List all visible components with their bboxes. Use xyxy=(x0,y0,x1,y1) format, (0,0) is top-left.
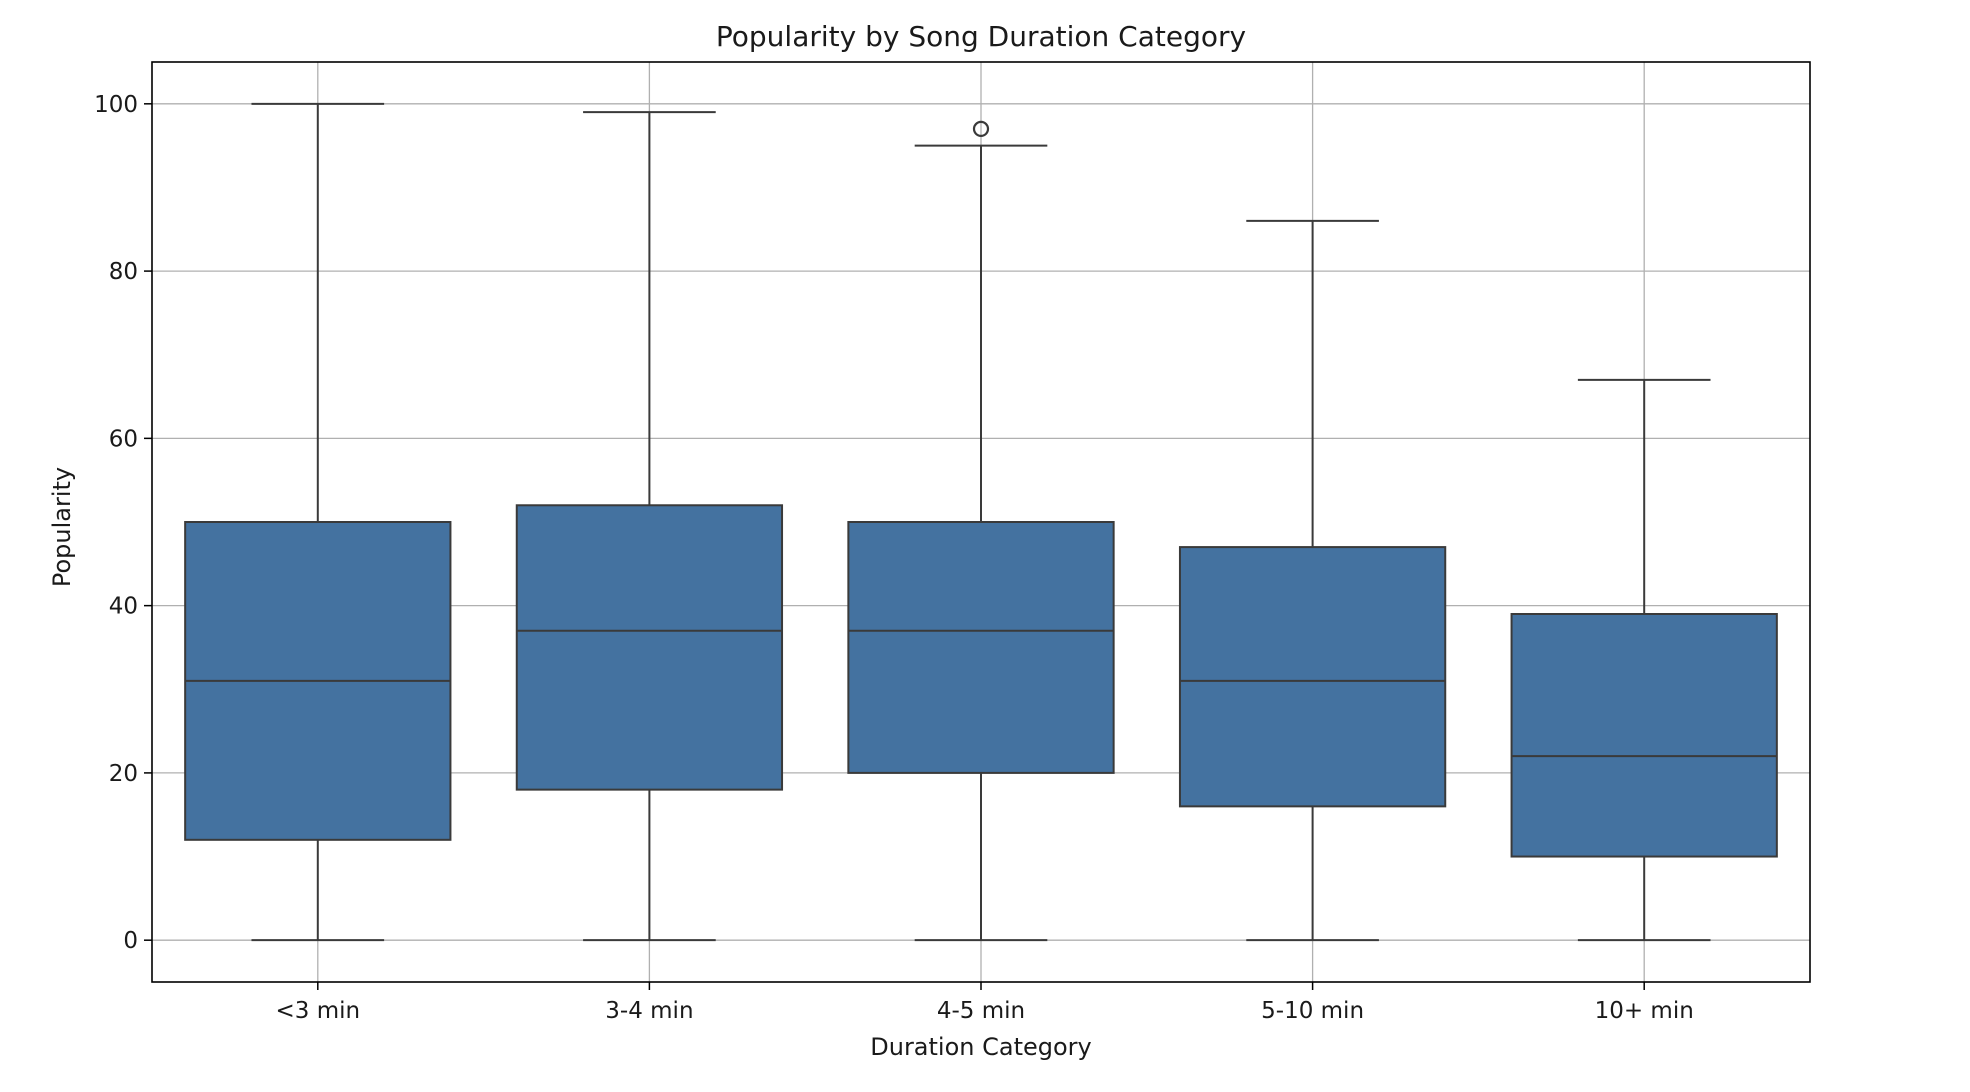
y-tick-label: 20 xyxy=(109,761,138,787)
x-tick-label: 10+ min xyxy=(1595,998,1694,1024)
box-group xyxy=(847,120,1115,942)
box-iqr xyxy=(1510,613,1778,858)
box-iqr xyxy=(515,504,784,791)
box-iqr xyxy=(1178,546,1447,808)
box-group xyxy=(1510,378,1778,942)
x-axis-label: Duration Category xyxy=(870,1033,1092,1061)
y-tick-label: 100 xyxy=(94,92,138,118)
outlier-point xyxy=(972,120,990,138)
x-tick-label: <3 min xyxy=(276,998,361,1024)
y-tick-label: 60 xyxy=(109,426,138,452)
x-tick-label: 4-5 min xyxy=(937,998,1025,1024)
y-axis-label: Popularity xyxy=(48,467,76,587)
chart-title: Popularity by Song Duration Category xyxy=(716,20,1246,53)
x-tick-label: 3-4 min xyxy=(605,998,693,1024)
x-tick-label: 5-10 min xyxy=(1261,998,1364,1024)
box-iqr xyxy=(847,521,1115,774)
y-tick-label: 40 xyxy=(109,594,138,620)
tick-layer: 0 20 40 60 80 100 <3 min 3-4 min 4-5 min 5-10 min… xyxy=(94,92,1694,1024)
y-tick-label: 80 xyxy=(109,259,138,285)
y-tick-label: 0 xyxy=(123,928,138,954)
box-group xyxy=(515,111,784,942)
box-group xyxy=(1178,219,1447,942)
box-layer xyxy=(184,102,1778,942)
box-group xyxy=(184,102,452,942)
